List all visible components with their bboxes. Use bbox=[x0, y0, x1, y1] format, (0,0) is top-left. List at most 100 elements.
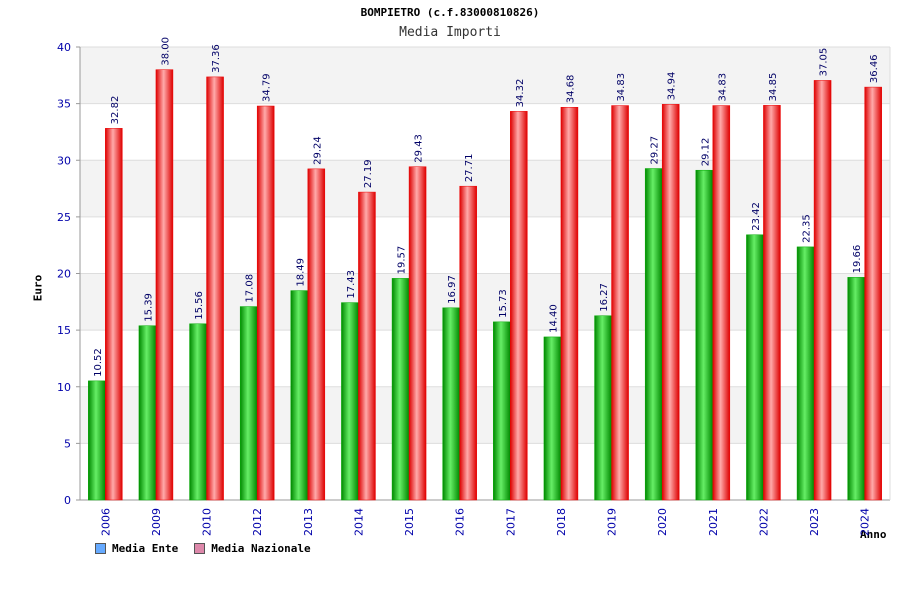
x-tick-label: 2006 bbox=[99, 508, 112, 536]
y-tick-label: 20 bbox=[57, 268, 71, 281]
bar-media-ente bbox=[746, 234, 764, 501]
y-tick-label: 30 bbox=[57, 154, 71, 167]
bar-media-ente bbox=[493, 321, 511, 501]
y-tick-label: 40 bbox=[57, 41, 71, 54]
legend-item-media-nazionale: Media Nazionale bbox=[194, 542, 311, 555]
bar-media-ente bbox=[290, 290, 309, 501]
bar-media-nazionale bbox=[813, 80, 832, 501]
y-tick-label: 0 bbox=[64, 494, 71, 507]
bar-media-nazionale bbox=[155, 69, 174, 501]
bar-media-ente bbox=[594, 315, 612, 501]
data-label-media-ente: 29.27 bbox=[650, 136, 661, 165]
x-tick-label: 2024 bbox=[859, 508, 872, 536]
y-tick-label: 25 bbox=[57, 211, 71, 224]
legend: Media Ente Media Nazionale bbox=[95, 542, 311, 555]
x-tick-label: 2010 bbox=[201, 508, 214, 536]
data-label-media-ente: 17.08 bbox=[245, 274, 256, 303]
bar-media-nazionale bbox=[206, 76, 224, 501]
x-tick-label: 2019 bbox=[606, 508, 619, 536]
data-label-media-nazionale: 36.46 bbox=[869, 54, 880, 83]
data-label-media-nazionale: 27.71 bbox=[464, 154, 475, 183]
bar-media-nazionale bbox=[560, 106, 579, 501]
x-tick-label: 2009 bbox=[150, 508, 163, 536]
bar-media-nazionale bbox=[661, 104, 680, 501]
data-label-media-nazionale: 34.79 bbox=[262, 73, 273, 102]
bar-media-ente bbox=[88, 380, 106, 501]
y-tick-label: 35 bbox=[57, 98, 71, 111]
legend-swatch-media-nazionale bbox=[194, 543, 206, 554]
bar-media-nazionale bbox=[256, 105, 275, 501]
data-label-media-ente: 16.97 bbox=[447, 275, 458, 304]
data-label-media-nazionale: 34.68 bbox=[565, 75, 576, 104]
data-label-media-ente: 16.27 bbox=[599, 283, 610, 312]
data-label-media-nazionale: 37.36 bbox=[211, 44, 222, 73]
y-tick-label: 5 bbox=[64, 437, 71, 450]
x-tick-label: 2015 bbox=[403, 508, 416, 536]
data-label-media-ente: 23.42 bbox=[751, 202, 762, 231]
bar-media-nazionale bbox=[864, 86, 882, 501]
bar-media-nazionale bbox=[763, 105, 781, 501]
bar-media-ente bbox=[341, 302, 359, 501]
data-label-media-nazionale: 34.83 bbox=[717, 73, 728, 102]
x-tick-label: 2021 bbox=[707, 508, 720, 536]
legend-item-media-ente: Media Ente bbox=[95, 542, 178, 555]
data-label-media-ente: 19.66 bbox=[852, 245, 863, 274]
bar-media-ente bbox=[442, 307, 460, 501]
data-label-media-nazionale: 32.82 bbox=[110, 96, 121, 125]
bar-media-ente bbox=[543, 336, 562, 501]
data-label-media-ente: 15.73 bbox=[498, 289, 509, 318]
chart-title: BOMPIETRO (c.f.83000810826) bbox=[360, 6, 540, 19]
data-label-media-ente: 15.56 bbox=[194, 291, 205, 320]
data-label-media-ente: 15.39 bbox=[143, 293, 154, 322]
x-tick-label: 2023 bbox=[808, 508, 821, 536]
bar-media-ente bbox=[644, 168, 663, 501]
legend-swatch-media-ente bbox=[95, 543, 106, 554]
bar-media-nazionale bbox=[510, 111, 528, 501]
bar-media-ente bbox=[391, 278, 410, 501]
bar-media-nazionale bbox=[307, 168, 326, 501]
data-label-media-ente: 22.35 bbox=[802, 214, 813, 243]
bar-media-ente bbox=[239, 306, 258, 501]
bar-media-nazionale bbox=[459, 185, 477, 501]
data-label-media-ente: 19.57 bbox=[397, 246, 408, 275]
data-label-media-ente: 17.43 bbox=[346, 270, 357, 299]
data-label-media-nazionale: 38.00 bbox=[160, 37, 171, 66]
data-label-media-ente: 18.49 bbox=[295, 258, 306, 287]
bar-media-nazionale bbox=[358, 191, 376, 501]
x-tick-label: 2022 bbox=[757, 508, 770, 536]
data-label-media-nazionale: 27.19 bbox=[363, 159, 374, 188]
x-tick-label: 2017 bbox=[504, 508, 517, 536]
chart-subtitle: Media Importi bbox=[399, 25, 501, 40]
x-tick-label: 2012 bbox=[251, 508, 264, 536]
data-label-media-ente: 10.52 bbox=[93, 348, 104, 377]
data-label-media-nazionale: 34.32 bbox=[515, 79, 526, 108]
bar-media-nazionale bbox=[105, 128, 123, 501]
x-tick-label: 2016 bbox=[454, 508, 467, 536]
data-label-media-nazionale: 29.24 bbox=[312, 136, 323, 165]
bar-media-ente bbox=[189, 323, 207, 501]
x-axis-label: Anno bbox=[860, 528, 887, 541]
bar-media-ente bbox=[796, 246, 815, 501]
y-tick-label: 10 bbox=[57, 381, 71, 394]
data-label-media-nazionale: 34.85 bbox=[768, 73, 779, 102]
bar-media-ente bbox=[847, 277, 865, 501]
data-label-media-nazionale: 29.43 bbox=[414, 134, 425, 163]
bar-media-ente bbox=[138, 325, 157, 501]
x-tick-label: 2013 bbox=[302, 508, 315, 536]
bar-media-ente bbox=[695, 169, 714, 501]
bar-media-nazionale bbox=[408, 166, 427, 501]
x-tick-label: 2020 bbox=[656, 508, 669, 536]
data-label-media-nazionale: 34.94 bbox=[667, 72, 678, 101]
x-tick-label: 2014 bbox=[352, 508, 365, 536]
legend-label-media-ente: Media Ente bbox=[112, 542, 179, 555]
bar-media-nazionale bbox=[611, 105, 629, 501]
x-tick-label: 2018 bbox=[555, 508, 568, 536]
legend-label-media-nazionale: Media Nazionale bbox=[211, 542, 311, 555]
y-tick-label: 15 bbox=[57, 324, 71, 337]
data-label-media-ente: 29.12 bbox=[700, 138, 711, 167]
data-label-media-nazionale: 34.83 bbox=[616, 73, 627, 102]
bar-media-nazionale bbox=[712, 105, 731, 501]
data-label-media-nazionale: 37.05 bbox=[819, 48, 830, 77]
